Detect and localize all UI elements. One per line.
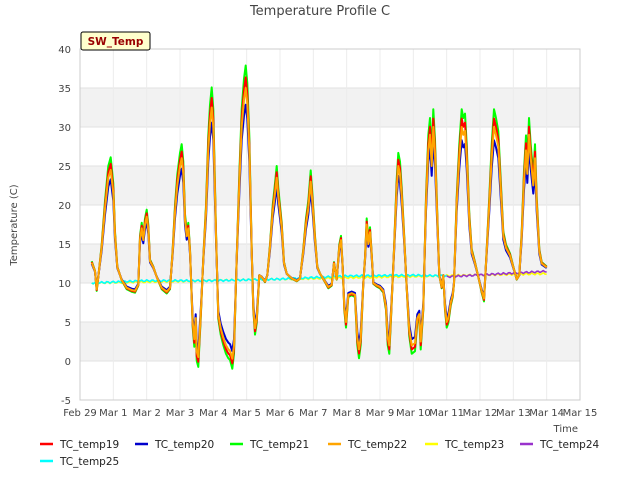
x-axis-label: Time [553,424,578,435]
x-tick-label: Mar 8 [332,408,360,419]
y-axis-label: Temperature (C) [9,184,20,266]
y-tick-label: 10 [58,279,71,290]
grid-bands [80,49,580,400]
legend-label: TC_temp22 [347,439,407,451]
y-tick-label: 0 [65,357,71,368]
y-tick-label: 30 [58,123,71,134]
series-line-TC_temp22 [90,87,548,360]
series-line-TC_temp24 [446,269,547,279]
x-tick-label: Mar 15 [563,408,598,419]
x-tick-label: Feb 29 [63,408,97,419]
x-tick-label: Mar 7 [299,408,327,419]
x-tick-label: Mar 1 [99,408,127,419]
legend-label: TC_temp20 [154,439,214,451]
series-layer [90,64,548,370]
annotation-label: SW_Temp [88,36,144,48]
plot-border [79,48,581,401]
x-tick-label: Mar 11 [429,408,464,419]
y-tick-label: 40 [58,45,71,56]
sw-temp-annotation: SW_Temp [80,31,151,51]
y-tick-label: -5 [61,396,71,407]
legend-label: TC_temp21 [249,439,309,451]
axes: -5 0 5 10 15 20 25 30 35 40 Feb 29 Mar 1 Mar 2 Mar 3 M… [58,45,597,419]
x-tick-label: Mar 12 [463,408,498,419]
legend-label: TC_temp19 [59,439,119,451]
x-tick-label: Mar 5 [232,408,260,419]
y-tick-label: 15 [58,240,71,251]
y-tick-label: 35 [58,84,71,95]
x-tick-label: Mar 2 [132,408,160,419]
chart-title: Temperature Profile C [249,4,390,19]
x-tick-label: Mar 3 [166,408,194,419]
y-tick-label: 5 [65,318,71,329]
x-tick-label: Mar 14 [529,408,564,419]
grid-band [80,322,580,361]
series-line-TC_temp25 [91,273,448,285]
x-tick-label: Mar 4 [199,408,227,419]
x-tick-label: Mar 10 [396,408,431,419]
x-tick-label: Mar 6 [266,408,294,419]
y-tick-label: 20 [58,201,71,212]
y-tick-label: 25 [58,162,71,173]
legend-label: TC_temp23 [444,439,504,451]
x-tick-label: Mar 9 [366,408,394,419]
legend: TC_temp19 TC_temp20 TC_temp21 TC_temp22 TC_t… [40,439,600,468]
grid-band [80,166,580,205]
legend-label: TC_temp24 [539,439,600,451]
x-tick-label: Mar 13 [496,408,531,419]
grid-band [80,88,580,127]
legend-label: TC_temp25 [59,456,119,468]
